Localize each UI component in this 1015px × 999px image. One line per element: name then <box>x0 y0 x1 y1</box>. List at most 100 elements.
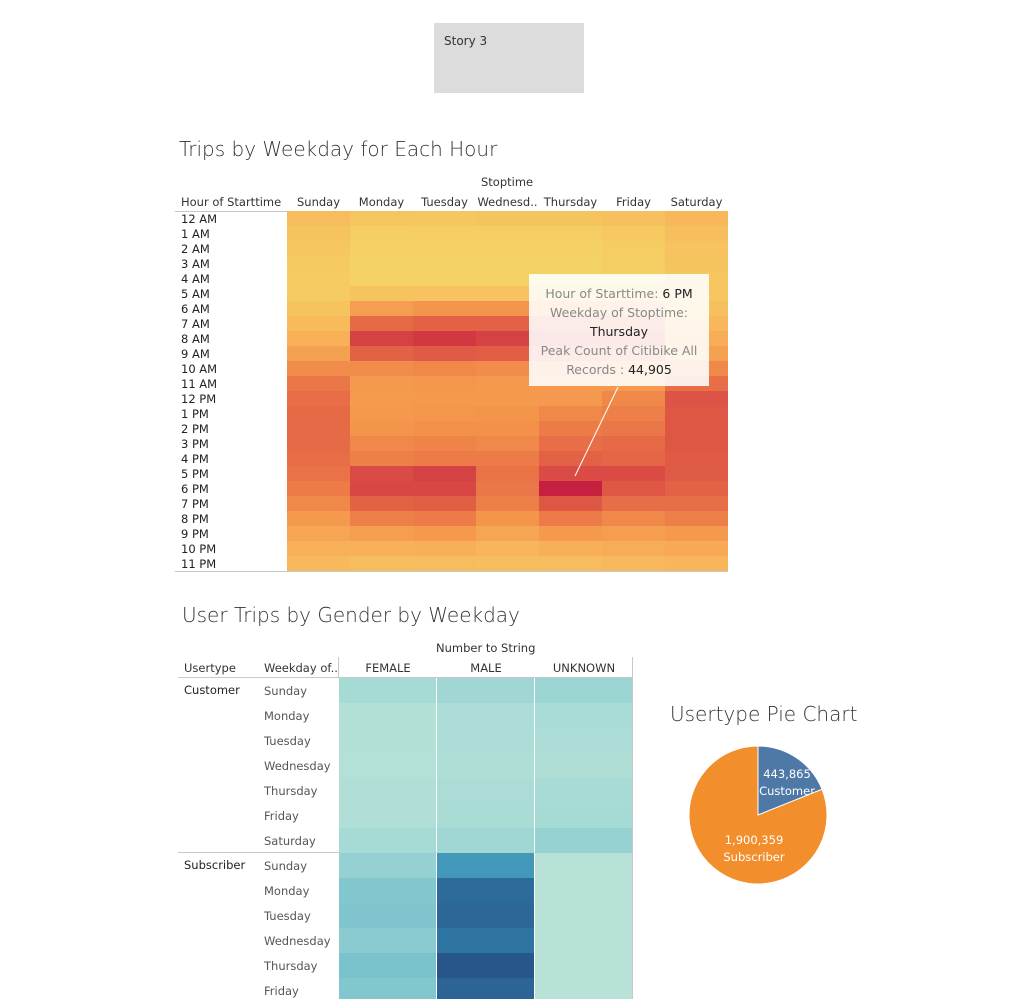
heatmap-cell[interactable] <box>413 496 476 511</box>
heatmap-cell[interactable] <box>350 301 413 316</box>
gender-cell[interactable] <box>535 978 632 999</box>
gender-cell[interactable] <box>339 803 436 828</box>
heatmap-cell[interactable] <box>287 376 350 391</box>
heatmap-cell[interactable] <box>413 391 476 406</box>
heatmap-cell[interactable] <box>287 226 350 241</box>
heatmap-cell[interactable] <box>665 421 728 436</box>
heatmap-cell[interactable] <box>476 226 539 241</box>
heatmap-cell[interactable] <box>350 241 413 256</box>
heatmap-cell[interactable] <box>602 556 665 571</box>
heatmap-cell[interactable] <box>413 556 476 571</box>
heatmap-cell[interactable] <box>476 286 539 301</box>
heatmap-cell[interactable] <box>287 526 350 541</box>
heatmap-cell[interactable] <box>476 406 539 421</box>
gender-cell[interactable] <box>339 828 436 853</box>
heatmap-cell[interactable] <box>413 211 476 226</box>
heatmap-cell[interactable] <box>287 451 350 466</box>
heatmap-cell[interactable] <box>476 376 539 391</box>
heatmap-cell[interactable] <box>476 436 539 451</box>
heatmap-cell[interactable] <box>665 406 728 421</box>
heatmap-cell[interactable] <box>413 226 476 241</box>
heatmap-cell[interactable] <box>665 211 728 226</box>
heatmap-cell[interactable] <box>287 406 350 421</box>
heatmap-cell[interactable] <box>350 541 413 556</box>
heatmap-cell[interactable] <box>350 526 413 541</box>
heatmap-cell[interactable] <box>476 451 539 466</box>
heatmap-cell[interactable] <box>476 541 539 556</box>
heatmap-cell[interactable] <box>476 556 539 571</box>
heatmap-cell[interactable] <box>350 286 413 301</box>
heatmap-cell[interactable] <box>287 556 350 571</box>
heatmap-cell[interactable] <box>539 211 602 226</box>
heatmap-cell[interactable] <box>476 466 539 481</box>
gender-cell[interactable] <box>535 878 632 903</box>
story-3-button[interactable]: Story 3 <box>434 23 584 93</box>
heatmap-cell[interactable] <box>665 256 728 271</box>
heatmap-cell[interactable] <box>665 481 728 496</box>
heatmap-cell[interactable] <box>350 496 413 511</box>
gender-cell[interactable] <box>437 778 534 803</box>
heatmap-cell[interactable] <box>539 511 602 526</box>
heatmap-cell[interactable] <box>287 346 350 361</box>
heatmap-cell[interactable] <box>287 241 350 256</box>
heatmap-cell[interactable] <box>287 436 350 451</box>
heatmap-cell[interactable] <box>602 421 665 436</box>
heatmap-cell[interactable] <box>287 271 350 286</box>
heatmap-cell[interactable] <box>350 316 413 331</box>
heatmap-cell[interactable] <box>602 436 665 451</box>
heatmap-cell[interactable] <box>665 556 728 571</box>
gender-cell[interactable] <box>437 753 534 778</box>
heatmap-cell[interactable] <box>287 301 350 316</box>
gender-cell[interactable] <box>339 903 436 928</box>
heatmap-cell[interactable] <box>287 481 350 496</box>
heatmap-cell[interactable] <box>539 451 602 466</box>
heatmap-cell[interactable] <box>350 466 413 481</box>
heatmap-cell[interactable] <box>665 511 728 526</box>
heatmap-cell[interactable] <box>476 391 539 406</box>
heatmap-cell[interactable] <box>539 556 602 571</box>
heatmap-cell[interactable] <box>413 466 476 481</box>
heatmap-cell[interactable] <box>602 391 665 406</box>
heatmap-cell[interactable] <box>539 496 602 511</box>
gender-cell[interactable] <box>535 753 632 778</box>
heatmap-cell[interactable] <box>665 526 728 541</box>
heatmap-cell[interactable] <box>287 361 350 376</box>
heatmap-cell[interactable] <box>602 406 665 421</box>
gender-cell[interactable] <box>437 703 534 728</box>
heatmap-cell[interactable] <box>350 511 413 526</box>
gender-cell[interactable] <box>437 978 534 999</box>
heatmap-cell[interactable] <box>413 346 476 361</box>
heatmap-cell[interactable] <box>413 331 476 346</box>
heatmap-cell[interactable] <box>413 271 476 286</box>
gender-cell[interactable] <box>339 853 436 878</box>
heatmap-cell[interactable] <box>413 286 476 301</box>
gender-cell[interactable] <box>339 953 436 978</box>
heatmap-cell[interactable] <box>350 376 413 391</box>
heatmap-cell[interactable] <box>287 496 350 511</box>
gender-cell[interactable] <box>339 928 436 953</box>
heatmap-cell[interactable] <box>602 211 665 226</box>
heatmap-cell[interactable] <box>413 406 476 421</box>
heatmap-cell[interactable] <box>413 316 476 331</box>
heatmap-cell[interactable] <box>539 466 602 481</box>
heatmap-cell[interactable] <box>476 241 539 256</box>
heatmap-cell[interactable] <box>665 496 728 511</box>
gender-cell[interactable] <box>437 903 534 928</box>
heatmap-cell[interactable] <box>476 331 539 346</box>
heatmap-cell[interactable] <box>476 511 539 526</box>
heatmap-cell[interactable] <box>413 376 476 391</box>
gender-cell[interactable] <box>535 903 632 928</box>
heatmap-cell[interactable] <box>350 256 413 271</box>
heatmap-cell[interactable] <box>602 526 665 541</box>
gender-cell[interactable] <box>437 803 534 828</box>
heatmap-cell[interactable] <box>602 241 665 256</box>
heatmap-cell[interactable] <box>287 391 350 406</box>
heatmap-cell[interactable] <box>350 406 413 421</box>
heatmap-cell[interactable] <box>602 511 665 526</box>
heatmap-cell[interactable] <box>539 481 602 496</box>
heatmap-cell[interactable] <box>350 346 413 361</box>
gender-cell[interactable] <box>535 828 632 853</box>
gender-cell[interactable] <box>535 803 632 828</box>
heatmap-cell[interactable] <box>602 541 665 556</box>
heatmap-cell[interactable] <box>665 241 728 256</box>
